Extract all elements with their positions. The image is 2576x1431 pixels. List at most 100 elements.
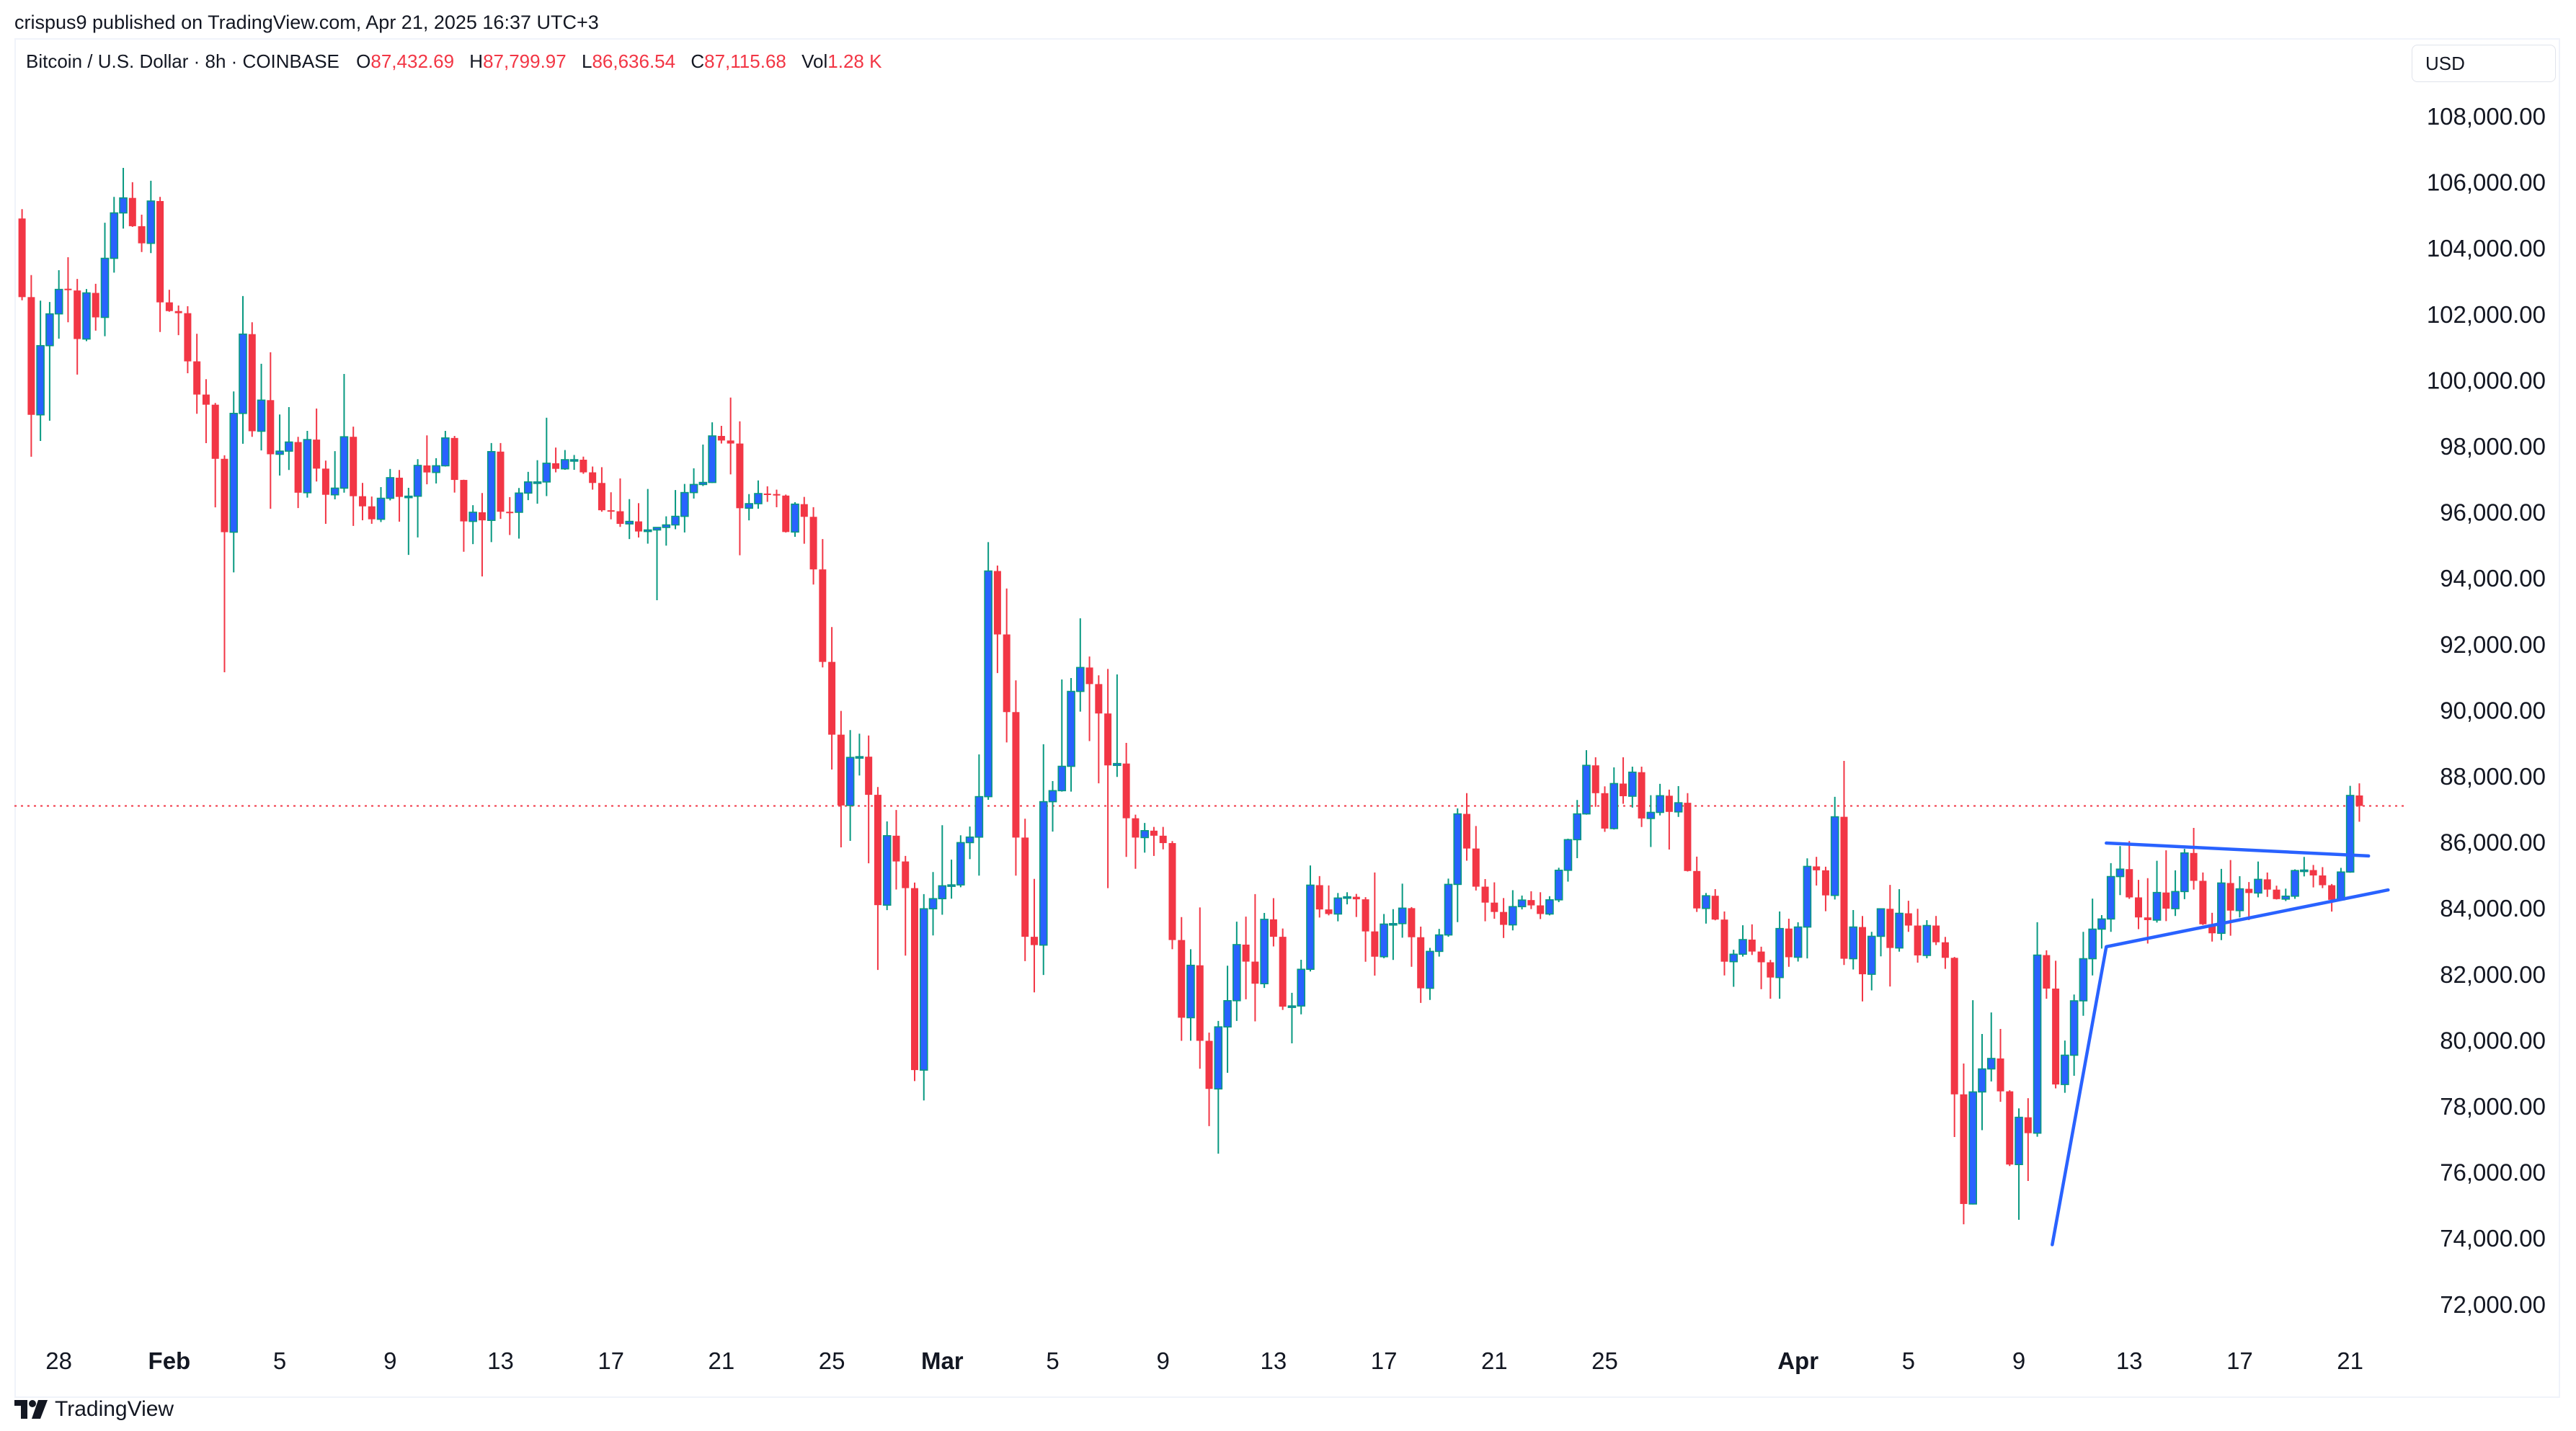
candle-body [2033, 954, 2042, 1134]
candle-body [845, 757, 855, 806]
candle-body [1693, 870, 1701, 909]
candle-down [607, 492, 615, 520]
candle-body [1711, 896, 1719, 920]
candle-down [1279, 928, 1287, 1010]
candle-body [2208, 924, 2216, 934]
price-axis[interactable]: 108,000.00 106,000.00 104,000.00 102,000.00… [2427, 103, 2546, 1318]
candle-body [1315, 885, 1323, 910]
candle-down [27, 275, 35, 457]
candle-up [984, 542, 992, 801]
candle-body [791, 503, 799, 533]
candle-down [92, 283, 99, 331]
candle-up [1214, 1020, 1223, 1154]
candle-up [569, 455, 579, 471]
candle-up [1656, 783, 1664, 816]
symbol-title[interactable]: Bitcoin / U.S. Dollar · 8h · COINBASE [26, 50, 339, 72]
time-tick-label: 17 [1371, 1347, 1398, 1374]
candle-up [339, 373, 349, 493]
candle-down [993, 565, 1001, 674]
candle-down [1104, 669, 1112, 888]
candle-body [1748, 940, 1756, 952]
candle-down [1472, 826, 1480, 891]
candle-body [1223, 999, 1232, 1027]
candle-up [1287, 992, 1297, 1044]
candle-up [643, 489, 652, 544]
candle-down [2226, 860, 2234, 936]
low-label: L [581, 50, 592, 72]
candle-down [1960, 1064, 1968, 1225]
candle-body [1702, 895, 1710, 909]
candle-body [2235, 888, 2244, 911]
candle-down [506, 496, 514, 535]
candle-body [74, 290, 81, 339]
candle-body [2061, 1054, 2069, 1085]
candle-body [1656, 795, 1664, 813]
candle-up [1517, 895, 1527, 910]
price-tick-label: 92,000.00 [2440, 631, 2546, 658]
candle-down [267, 352, 275, 509]
candle-down [156, 197, 164, 332]
candle-body [1168, 843, 1176, 940]
candle-up [239, 295, 247, 444]
price-tick-label: 88,000.00 [2440, 763, 2546, 790]
candle-up [1729, 950, 1738, 987]
candle-body [339, 436, 349, 489]
candle-body [2319, 875, 2327, 886]
candle-up [1876, 908, 1886, 957]
candle-body [1085, 667, 1093, 685]
candle-up [1434, 929, 1444, 957]
candle-body [956, 842, 965, 886]
candle-body [1140, 830, 1149, 839]
candle-up [1453, 808, 1462, 922]
candle-up [1582, 750, 1591, 815]
candle-up [1343, 892, 1351, 905]
candle-body [27, 297, 35, 415]
candle-body [782, 495, 790, 532]
candle-up [2254, 861, 2262, 898]
time-tick-label: 9 [383, 1347, 396, 1374]
tradingview-logo[interactable]: TradingView [14, 1396, 174, 1422]
candle-down [1840, 761, 1848, 966]
candle-up [1646, 795, 1656, 847]
currency-button[interactable]: USD [2412, 45, 2556, 82]
time-tick-label: 25 [1591, 1347, 1618, 1374]
candle-up [680, 483, 689, 533]
candle-body [579, 459, 587, 473]
volume-label: Vol [801, 50, 828, 72]
candle-body [855, 756, 864, 759]
candle-down [138, 214, 146, 252]
candle-body [1960, 1094, 1968, 1204]
support-trendline[interactable] [2051, 888, 2390, 1247]
price-tick-label: 72,000.00 [2440, 1291, 2546, 1318]
candle-body [1463, 813, 1471, 849]
candle-body [1417, 937, 1425, 989]
resistance-trendline[interactable] [2105, 841, 2371, 858]
time-axis[interactable]: 28 Feb 5 9 13 17 21 25 Mar 5 9 13 17 21 25 Apr 5 9 13 17 21 [45, 1347, 2363, 1374]
candle-body [533, 481, 542, 484]
candle-up [1048, 780, 1057, 832]
candle-body [910, 888, 918, 1071]
candle-up [2171, 870, 2180, 917]
candle-body [1509, 906, 1517, 926]
candle-body [1545, 899, 1554, 915]
candle-body [2052, 988, 2060, 1085]
price-tick-label: 108,000.00 [2427, 103, 2546, 130]
candle-up [2180, 849, 2189, 899]
candle-up [1563, 838, 1573, 882]
time-tick-label: Mar [921, 1347, 964, 1374]
candle-body [671, 515, 680, 526]
candle-down [736, 421, 744, 556]
candle-up [1260, 912, 1269, 989]
candle-down [2328, 883, 2336, 912]
candle-down [460, 479, 468, 552]
candle-body [1876, 908, 1886, 937]
candle-down [64, 257, 72, 323]
candle-body [828, 661, 836, 735]
candle-body [1895, 912, 1904, 949]
candle-up [1793, 922, 1803, 962]
candle-up [1067, 678, 1075, 792]
candle-body [773, 494, 781, 496]
candle-body [643, 529, 652, 532]
candle-down [589, 466, 597, 490]
